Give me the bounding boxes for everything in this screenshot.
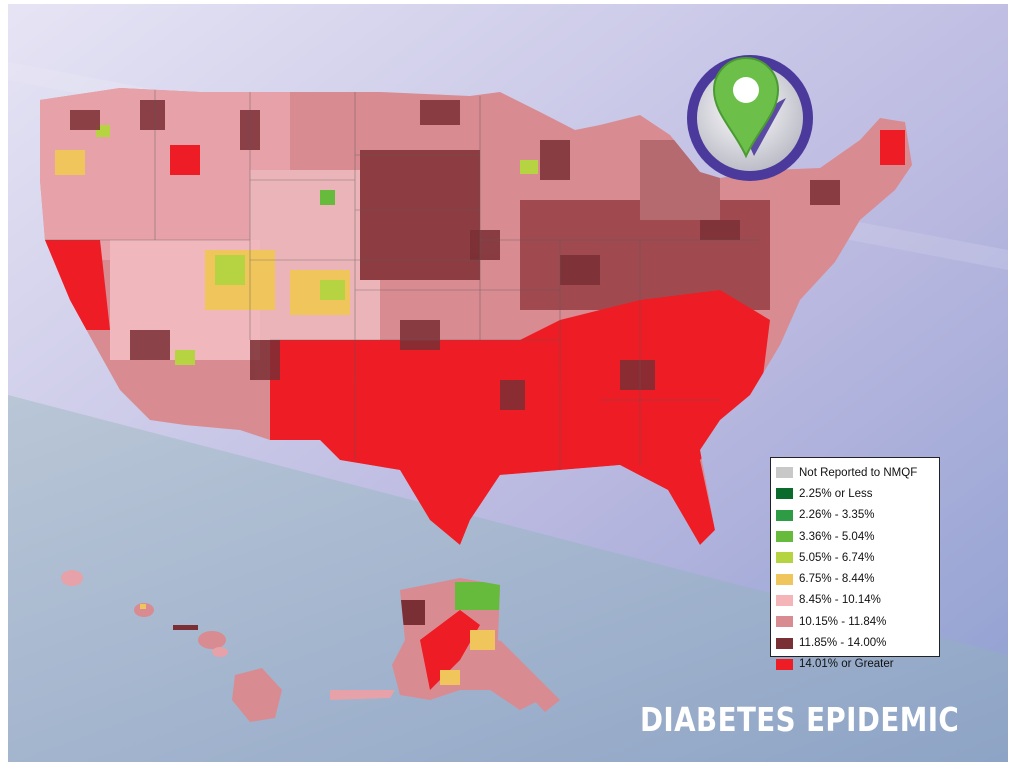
legend: Not Reported to NMQF 2.25% or Less 2.26% -…	[770, 457, 940, 670]
legend-item: Not Reported to NMQF	[776, 462, 934, 483]
legend-label: 10.15% - 11.84%	[799, 615, 887, 628]
legend-item: 3.36% - 5.04%	[776, 526, 934, 547]
legend-label: 2.25% or Less	[799, 487, 873, 500]
page-title: DIABETES EPIDEMIC	[640, 700, 960, 739]
legend-item: 2.26% - 3.35%	[776, 505, 934, 526]
legend-swatch	[776, 637, 793, 649]
legend-label: 5.05% - 6.74%	[799, 551, 875, 564]
legend-label: 2.26% - 3.35%	[799, 509, 875, 522]
alaska	[330, 578, 560, 712]
legend-swatch	[776, 488, 793, 500]
legend-swatch	[776, 531, 793, 543]
legend-swatch	[776, 658, 793, 670]
legend-item: 10.15% - 11.84%	[776, 611, 934, 632]
legend-item: 5.05% - 6.74%	[776, 547, 934, 568]
legend-swatch	[776, 616, 793, 628]
legend-item: 14.01% or Greater	[776, 654, 934, 675]
legend-label: 8.45% - 10.14%	[799, 594, 881, 607]
legend-swatch	[776, 509, 793, 521]
location-pin-logo	[687, 55, 813, 181]
legend-swatch	[776, 467, 793, 479]
legend-item: 6.75% - 8.44%	[776, 568, 934, 589]
legend-swatch	[776, 573, 793, 585]
legend-label: 14.01% or Greater	[799, 658, 894, 671]
location-pin-icon	[712, 57, 780, 159]
legend-item: 2.25% or Less	[776, 483, 934, 504]
legend-swatch	[776, 552, 793, 564]
legend-label: 3.36% - 5.04%	[799, 530, 875, 543]
legend-item: 11.85% - 14.00%	[776, 632, 934, 653]
legend-item: 8.45% - 10.14%	[776, 590, 934, 611]
hawaii	[61, 570, 282, 722]
legend-label: Not Reported to NMQF	[799, 466, 918, 479]
legend-swatch	[776, 594, 793, 606]
legend-label: 6.75% - 8.44%	[799, 573, 875, 586]
legend-label: 11.85% - 14.00%	[799, 637, 887, 650]
